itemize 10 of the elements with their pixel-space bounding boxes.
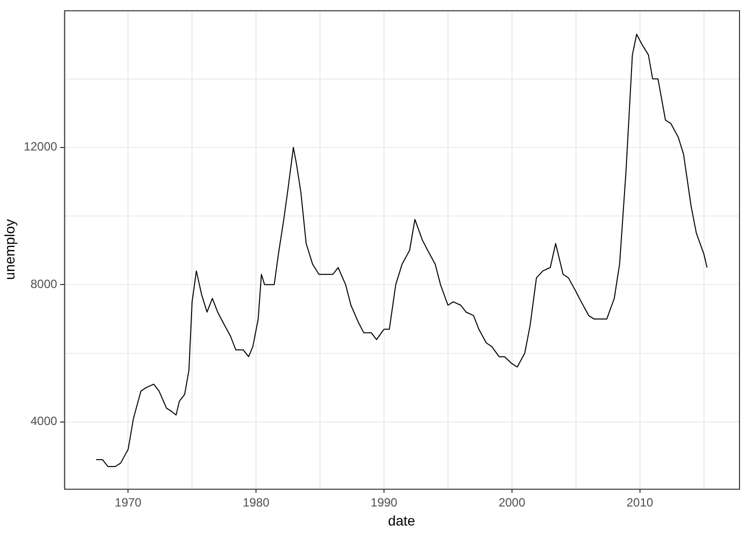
- y-tick-label: 12000: [24, 140, 58, 154]
- x-tick-label: 2010: [626, 495, 654, 510]
- x-tick-label: 1990: [370, 495, 398, 510]
- x-tick-label: 1980: [242, 495, 270, 510]
- x-tick-label: 1970: [114, 495, 142, 510]
- y-tick-label: 4000: [30, 414, 58, 428]
- y-tick-label: 8000: [30, 276, 58, 291]
- y-axis-title: unemploy: [1, 219, 18, 280]
- x-tick-label: 2000: [498, 495, 526, 510]
- x-axis-title: date: [388, 512, 416, 528]
